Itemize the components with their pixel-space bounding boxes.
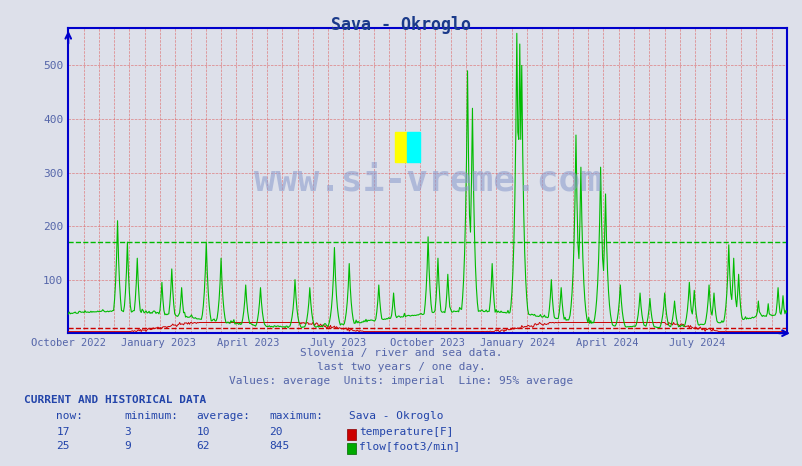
Text: maximum:: maximum: <box>269 411 322 421</box>
Text: average:: average: <box>196 411 250 421</box>
Bar <box>394 132 407 162</box>
Text: now:: now: <box>56 411 83 421</box>
Text: Sava - Okroglo: Sava - Okroglo <box>349 411 444 421</box>
Text: CURRENT AND HISTORICAL DATA: CURRENT AND HISTORICAL DATA <box>24 395 206 405</box>
Text: 845: 845 <box>269 441 289 451</box>
Text: 3: 3 <box>124 427 131 437</box>
Text: 10: 10 <box>196 427 210 437</box>
Text: flow[foot3/min]: flow[foot3/min] <box>358 441 460 451</box>
Text: Values: average  Units: imperial  Line: 95% average: Values: average Units: imperial Line: 95… <box>229 377 573 386</box>
Text: Slovenia / river and sea data.: Slovenia / river and sea data. <box>300 349 502 358</box>
Text: 25: 25 <box>56 441 70 451</box>
Bar <box>407 132 420 162</box>
Text: Sava - Okroglo: Sava - Okroglo <box>331 16 471 34</box>
Text: 62: 62 <box>196 441 210 451</box>
Text: temperature[F]: temperature[F] <box>358 427 453 437</box>
Text: 20: 20 <box>269 427 282 437</box>
Text: last two years / one day.: last two years / one day. <box>317 363 485 372</box>
Text: 17: 17 <box>56 427 70 437</box>
Text: 9: 9 <box>124 441 131 451</box>
Text: minimum:: minimum: <box>124 411 178 421</box>
Text: www.si-vreme.com: www.si-vreme.com <box>253 164 601 198</box>
